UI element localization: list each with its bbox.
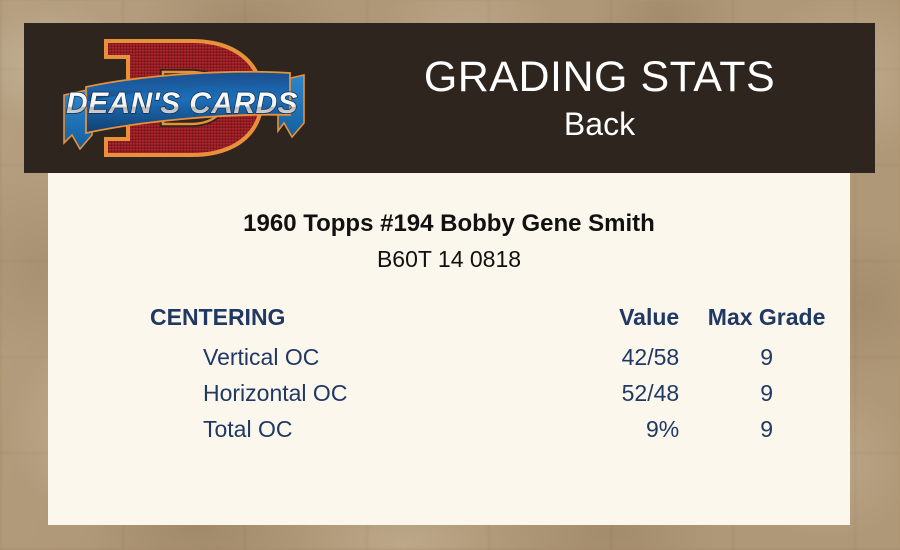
table-row: Vertical OC 42/58 9 xyxy=(144,339,844,375)
column-header-max-grade: Max Grade xyxy=(707,304,826,330)
table-row: Total OC 9% 9 xyxy=(144,411,844,447)
column-header-value: Value xyxy=(619,304,680,330)
row-value-total-oc: 9% xyxy=(645,416,680,442)
header-titles: GRADING STATS Back xyxy=(324,23,875,173)
table-row: Horizontal OC 52/48 9 xyxy=(144,375,844,411)
logo-artwork: DEAN'S CARDS xyxy=(63,39,305,157)
grading-stats-table: CENTERING Value Max Grade Vertical OC 42… xyxy=(144,299,844,447)
row-value-horizontal-oc: 52/48 xyxy=(621,380,680,406)
row-max-grade-horizontal-oc: 9 xyxy=(760,380,773,406)
card-code: B60T 14 0818 xyxy=(376,246,522,272)
content-panel: 1960 Topps #194 Bobby Gene Smith B60T 14… xyxy=(48,173,850,525)
row-max-grade-total-oc: 9 xyxy=(760,416,773,442)
table-header: CENTERING Value Max Grade xyxy=(144,299,844,339)
logo-banner-text: DEAN'S CARDS xyxy=(66,87,298,120)
row-label-horizontal-oc: Horizontal OC xyxy=(203,380,348,406)
card-title: 1960 Topps #194 Bobby Gene Smith xyxy=(243,210,655,237)
deans-cards-logo[interactable]: DEAN'S CARDS xyxy=(42,23,322,173)
row-label-vertical-oc: Vertical OC xyxy=(203,344,320,370)
row-value-vertical-oc: 42/58 xyxy=(621,344,680,370)
header-band: DEAN'S CARDS GRADING STATS Back xyxy=(24,23,875,173)
row-label-total-oc: Total OC xyxy=(203,416,293,442)
table-header-row: CENTERING Value Max Grade xyxy=(144,299,844,339)
table-body: Vertical OC 42/58 9 Horizontal OC 52/48 … xyxy=(144,339,844,447)
row-max-grade-vertical-oc: 9 xyxy=(760,344,773,370)
column-header-centering: CENTERING xyxy=(150,304,286,330)
logo-ribbon xyxy=(63,70,305,151)
page-subtitle: Back xyxy=(563,106,636,142)
page-title: GRADING STATS xyxy=(423,53,776,101)
